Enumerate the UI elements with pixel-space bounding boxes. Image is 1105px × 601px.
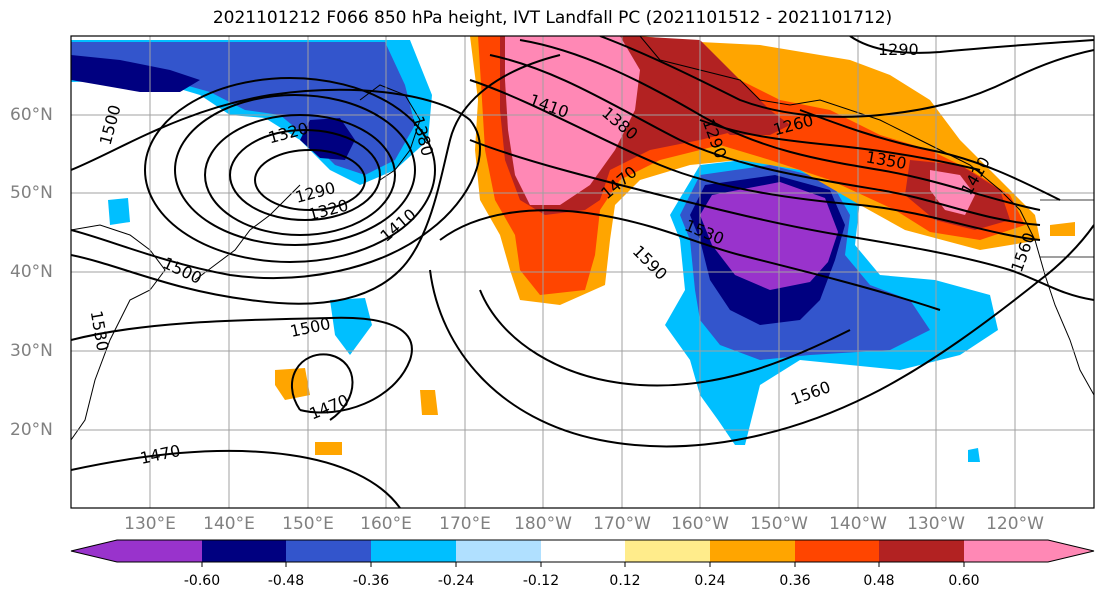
lon-tick-label: 170°E (439, 514, 491, 534)
asia-coastline (71, 224, 166, 441)
lat-tick-label: 30°N (10, 341, 53, 361)
lon-tick-label: 160°E (360, 514, 412, 534)
map-title: 2021101212 F066 850 hPa height, IVT Land… (212, 8, 893, 28)
colorbar-tick-label: -0.60 (183, 573, 221, 589)
contour-label: 1500 (96, 103, 125, 147)
lon-tick-label: 140°W (829, 514, 887, 534)
lat-tick-label: 50°N (10, 183, 53, 203)
colorbar-tick-label: -0.24 (437, 573, 475, 589)
lon-tick-label: 180°W (514, 514, 572, 534)
colorbar-tick-label: -0.36 (352, 573, 390, 589)
colorbar-tick-label: 0.12 (609, 573, 641, 589)
lat-tick-label: 20°N (10, 420, 53, 440)
colorbar-tick-label: 0.60 (948, 573, 980, 589)
colorbar-tick-label: 0.24 (694, 573, 726, 589)
lon-tick-label: 120°W (986, 514, 1044, 534)
contour-label: 1410 (376, 205, 419, 246)
lon-tick-label: 150°E (282, 514, 334, 534)
colorbar-min-extend (71, 540, 117, 562)
contour-label: 1290 (878, 40, 919, 59)
lon-tick-label: 130°E (124, 514, 176, 534)
colorbar-tick-label: 0.36 (779, 573, 811, 589)
contour-label: 1530 (87, 309, 113, 352)
contour-label: 1470 (138, 441, 182, 468)
lat-tick-label: 40°N (10, 262, 53, 282)
contour-label: 1470 (307, 391, 352, 424)
colorbar-tick-label: 0.48 (863, 573, 895, 589)
colorbar (70, 539, 1095, 567)
lon-tick-label: 170°W (593, 514, 651, 534)
japan-coastline (194, 184, 301, 281)
colorbar-max-extend (1048, 540, 1094, 562)
lon-tick-label: 140°E (203, 514, 255, 534)
colorbar-tick-label: -0.48 (267, 573, 305, 589)
lon-tick-label: 150°W (750, 514, 808, 534)
low-center-contour (254, 149, 366, 211)
colorbar-tick-label: -0.12 (522, 573, 560, 589)
contour-label: 1590 (629, 241, 671, 283)
lat-tick-label: 60°N (10, 105, 53, 125)
map-frame (70, 35, 1095, 509)
lon-tick-label: 160°W (671, 514, 729, 534)
height-contours (71, 36, 1094, 508)
negative-anomaly-center-west (71, 55, 200, 92)
lon-tick-label: 130°W (907, 514, 965, 534)
contour-label: 1560 (788, 377, 833, 409)
alaska-coastline (639, 36, 1021, 211)
negative-anomaly-core-east (700, 182, 838, 290)
